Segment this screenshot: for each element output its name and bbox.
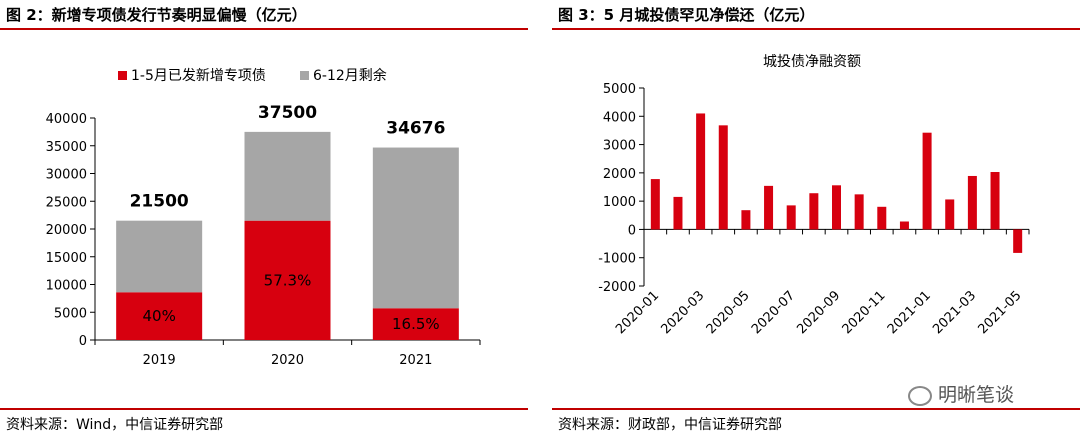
share-label-2021: 16.5% <box>392 315 440 333</box>
y-tick-label: 0 <box>79 334 87 349</box>
y-tick-label: 0 <box>628 223 636 238</box>
plot-title: 城投债净融资额 <box>763 54 861 70</box>
x-tick-label-2019: 2019 <box>143 353 176 368</box>
legend-swatch-1 <box>118 71 127 80</box>
bar-2020-05 <box>741 210 751 230</box>
legend-label-1: 1-5月已发新增专项债 <box>131 68 266 84</box>
bar-2020-series-2 <box>244 131 331 221</box>
left-source-note: 资料来源：Wind，中信证券研究部 <box>6 417 224 433</box>
y-tick-label: 20000 <box>46 223 87 238</box>
right-bottom-rule <box>552 408 1080 410</box>
bar-2019-series-2 <box>116 220 203 293</box>
x-tick-label-2020-05: 2020-05 <box>704 288 753 337</box>
bar-2020-11 <box>877 206 887 230</box>
bar-2020-06 <box>764 185 774 230</box>
x-tick-label-2020-07: 2020-07 <box>749 288 798 337</box>
y-tick-label: 5000 <box>54 306 87 321</box>
right-bar-chart: 城投债净融资额 -2000 -1000 0 1000 2000 3000 4000 5000 20… <box>598 54 1030 337</box>
bar-2020-series-1 <box>244 220 331 340</box>
total-label-2020: 37500 <box>258 103 317 123</box>
y-tick-label: 40000 <box>46 112 87 127</box>
share-label-2020: 57.3% <box>264 271 312 289</box>
y-tick-label: 2000 <box>603 167 636 182</box>
y-tick-label: -1000 <box>598 252 636 267</box>
bar-2021-03 <box>967 175 977 230</box>
total-label-2019: 21500 <box>130 192 189 212</box>
x-tick-label-2020: 2020 <box>271 353 304 368</box>
bar-2020-07 <box>786 205 796 230</box>
y-tick-label: 35000 <box>46 140 87 155</box>
bar-2021-01 <box>922 132 932 230</box>
bar-2020-04 <box>718 125 728 230</box>
share-label-2019: 40% <box>142 307 175 325</box>
x-tick-label-2021-05: 2021-05 <box>975 288 1024 337</box>
y-tick-label: 5000 <box>603 82 636 97</box>
x-tick-label-2020-11: 2020-11 <box>840 288 889 337</box>
bar-2020-02 <box>673 196 683 230</box>
right-figure-title: 图 3：5 月城投债罕见净偿还（亿元） <box>558 6 815 24</box>
bar-2021-series-1 <box>372 308 459 340</box>
y-tick-label: 25000 <box>46 195 87 210</box>
left-figure-panel: 图 2：新增专项债发行节奏明显偏慢（亿元） 1-5月已发新增专项债 6-12月剩余… <box>0 0 528 440</box>
total-label-2021: 34676 <box>386 119 445 139</box>
y-tick-label: -2000 <box>598 280 636 295</box>
y-tick-label: 1000 <box>603 195 636 210</box>
x-tick-label-2020-03: 2020-03 <box>658 288 707 337</box>
watermark-text: 明晰笔谈 <box>938 384 1015 406</box>
right-source-note: 资料来源：财政部，中信证券研究部 <box>558 417 782 433</box>
bar-2020-01 <box>650 179 660 230</box>
bar-2020-12 <box>899 221 909 230</box>
legend-label-2: 6-12月剩余 <box>313 67 387 84</box>
bar-2020-09 <box>832 185 841 230</box>
left-figure-title: 图 2：新增专项债发行节奏明显偏慢（亿元） <box>6 6 307 24</box>
y-tick-label: 10000 <box>46 279 87 294</box>
y-tick-label: 30000 <box>46 168 87 183</box>
x-tick-label-2021: 2021 <box>399 353 432 368</box>
bar-2020-10 <box>854 194 864 230</box>
bar-2021-series-2 <box>372 147 459 309</box>
bar-2020-08 <box>809 193 819 230</box>
x-tick-label-2020-01: 2020-01 <box>613 288 662 337</box>
left-bottom-rule <box>0 408 528 410</box>
x-tick-label-2021-01: 2021-01 <box>885 288 934 337</box>
y-tick-label: 15000 <box>46 251 87 266</box>
left-stacked-bar-chart: 1-5月已发新增专项债 6-12月剩余 0 5000 10000 15000 20000 25… <box>46 67 481 368</box>
wechat-icon <box>908 385 932 406</box>
bar-2020-03 <box>696 113 706 230</box>
x-tick-label-2020-09: 2020-09 <box>794 288 843 337</box>
y-tick-label: 3000 <box>603 139 636 154</box>
bar-2021-02 <box>945 199 955 230</box>
right-figure-panel: 图 3：5 月城投债罕见净偿还（亿元） 城投债净融资额 -2000 -1000 0 10… <box>552 0 1080 440</box>
bar-2021-05 <box>1013 229 1023 253</box>
right-top-rule <box>552 28 1080 30</box>
y-tick-label: 4000 <box>603 110 636 125</box>
legend-swatch-2 <box>300 71 309 80</box>
watermark: 明晰笔谈 <box>908 380 1014 407</box>
left-top-rule <box>0 28 528 30</box>
bar-2021-04 <box>990 172 1000 230</box>
bar-2019-series-1 <box>116 292 203 340</box>
x-tick-label-2021-03: 2021-03 <box>930 288 979 337</box>
